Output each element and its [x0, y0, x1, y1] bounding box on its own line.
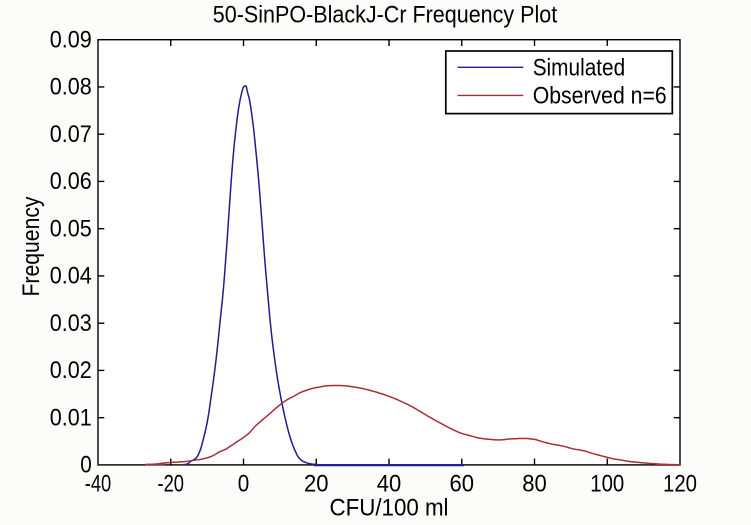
- svg-text:20: 20: [304, 470, 329, 497]
- svg-text:50-SinPO-BlackJ-Cr Frequency P: 50-SinPO-BlackJ-Cr Frequency Plot: [213, 2, 558, 29]
- svg-text:80: 80: [522, 470, 547, 497]
- svg-text:120: 120: [663, 470, 697, 497]
- svg-text:0: 0: [80, 452, 92, 479]
- svg-text:40: 40: [377, 470, 402, 497]
- svg-text:-40: -40: [85, 470, 112, 497]
- svg-text:100: 100: [590, 470, 624, 497]
- svg-text:-20: -20: [158, 470, 185, 497]
- svg-text:0.04: 0.04: [50, 263, 92, 290]
- svg-text:0.02: 0.02: [50, 357, 92, 384]
- svg-text:Frequency: Frequency: [18, 197, 45, 297]
- svg-text:0.05: 0.05: [50, 215, 92, 242]
- svg-text:60: 60: [450, 470, 475, 497]
- svg-text:0.06: 0.06: [50, 168, 92, 195]
- svg-text:CFU/100 ml: CFU/100 ml: [330, 494, 449, 521]
- svg-text:0.09: 0.09: [50, 26, 92, 53]
- svg-text:Simulated: Simulated: [533, 54, 626, 81]
- svg-text:0.03: 0.03: [50, 310, 92, 337]
- svg-text:0.08: 0.08: [50, 74, 92, 101]
- svg-text:0: 0: [238, 470, 250, 497]
- svg-text:Observed n=6: Observed n=6: [533, 82, 667, 109]
- svg-text:0.01: 0.01: [50, 404, 92, 431]
- svg-text:0.07: 0.07: [50, 121, 92, 148]
